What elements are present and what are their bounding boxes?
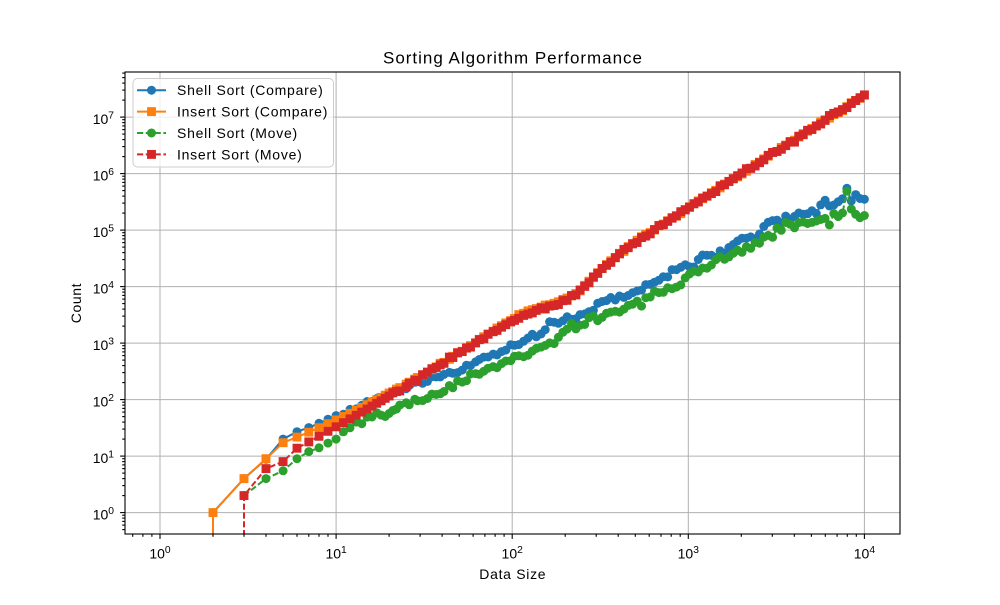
svg-text:Shell Sort (Move): Shell Sort (Move) [177, 125, 298, 141]
svg-text:Count: Count [68, 283, 84, 323]
svg-text:Insert Sort (Compare): Insert Sort (Compare) [177, 104, 328, 120]
svg-text:Sorting Algorithm Performance: Sorting Algorithm Performance [383, 49, 643, 68]
svg-text:Insert Sort (Move): Insert Sort (Move) [177, 146, 303, 162]
svg-text:Data Size: Data Size [479, 566, 546, 582]
svg-text:Shell Sort (Compare): Shell Sort (Compare) [177, 82, 324, 98]
